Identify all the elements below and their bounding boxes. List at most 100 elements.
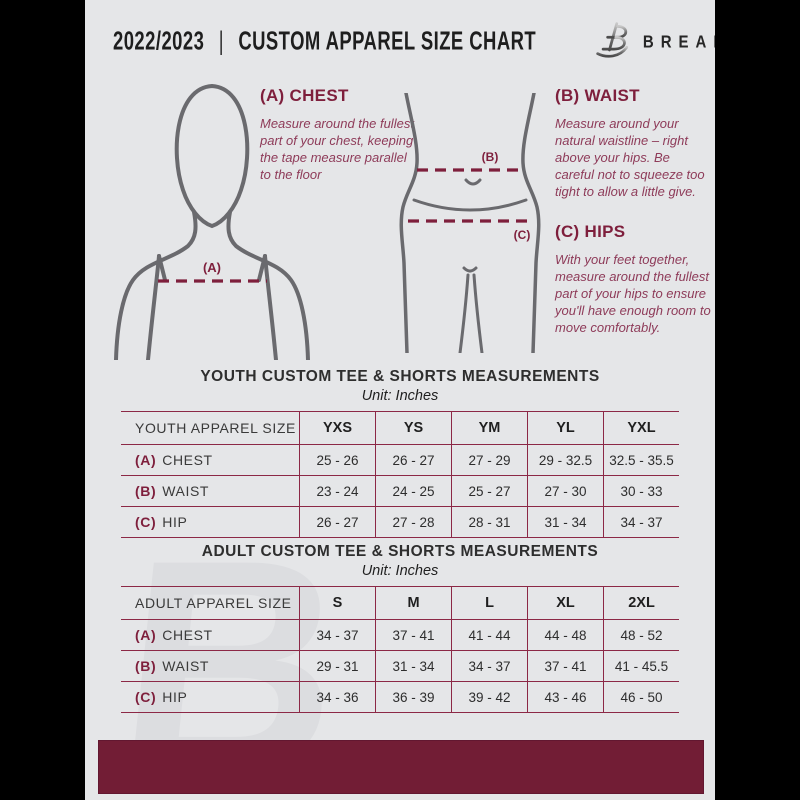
youth-size-header-label: YOUTH APPAREL SIZE xyxy=(135,420,296,436)
table-cell: 31 - 34 xyxy=(375,651,451,681)
table-cell: 34 - 37 xyxy=(603,507,679,537)
youth-size-table: YOUTH APPAREL SIZE YXS YS YM YL YXL (A) … xyxy=(121,411,679,538)
waist-guide-block: (B) WAIST Measure around your natural wa… xyxy=(555,86,707,200)
table-cell: 34 - 36 xyxy=(299,682,375,712)
table-cell: 46 - 50 xyxy=(603,682,679,712)
row-marker: (A) xyxy=(135,627,157,643)
hips-heading: (C) HIPS xyxy=(555,222,626,241)
row-label: (C) HIP xyxy=(121,682,299,712)
table-cell: 41 - 45.5 xyxy=(603,651,679,681)
adult-size-table: ADULT APPAREL SIZE S M L XL 2XL (A) CHES… xyxy=(121,586,679,713)
size-column-header: S xyxy=(299,587,375,619)
adult-table-unit: Unit: Inches xyxy=(361,563,439,579)
chest-heading: (A) CHEST xyxy=(260,86,349,105)
row-marker: (B) xyxy=(135,658,157,674)
youth-table-unit: Unit: Inches xyxy=(361,388,439,404)
size-column-header: L xyxy=(451,587,527,619)
row-marker: (C) xyxy=(135,689,157,705)
table-row: (A) CHEST 34 - 37 37 - 41 41 - 44 44 - 4… xyxy=(121,619,679,650)
hips-line-marker: (C) xyxy=(514,228,531,242)
youth-section: YOUTH CUSTOM TEE & SHORTS MEASUREMENTS U… xyxy=(85,368,715,538)
table-cell: 36 - 39 xyxy=(375,682,451,712)
row-label-text: CHEST xyxy=(162,452,213,468)
size-chart-document: B 2022/2023 | CUSTOM APPAREL SIZE CHART xyxy=(85,0,715,800)
adult-table-title: ADULT CUSTOM TEE & SHORTS MEASUREMENTS xyxy=(201,543,599,560)
adult-section: ADULT CUSTOM TEE & SHORTS MEASUREMENTS U… xyxy=(85,543,715,713)
table-cell: 26 - 27 xyxy=(299,507,375,537)
row-marker: (B) xyxy=(135,483,157,499)
table-cell: 30 - 33 xyxy=(603,476,679,506)
row-marker: (A) xyxy=(135,452,157,468)
measurement-guide: (A) (A) CHEST Measure around the fullest… xyxy=(85,80,715,370)
waist-hips-illustration: (B) (C) xyxy=(390,91,550,358)
row-label: (A) CHEST xyxy=(121,445,299,475)
table-cell: 34 - 37 xyxy=(451,651,527,681)
size-column-header: YM xyxy=(451,412,527,444)
brand-name: BREAKAWAY xyxy=(642,32,715,52)
size-column-header: YS xyxy=(375,412,451,444)
row-label-text: HIP xyxy=(162,514,188,530)
size-column-header: YXL xyxy=(603,412,679,444)
row-label-text: HIP xyxy=(162,689,188,705)
table-cell: 27 - 29 xyxy=(451,445,527,475)
hips-description: With your feet together, measure around … xyxy=(555,252,711,335)
table-cell: 27 - 30 xyxy=(527,476,603,506)
table-cell: 29 - 32.5 xyxy=(527,445,603,475)
table-row: (C) HIP 34 - 36 36 - 39 39 - 42 43 - 46 … xyxy=(121,681,679,712)
table-cell: 41 - 44 xyxy=(451,620,527,650)
page-title: CUSTOM APPAREL SIZE CHART xyxy=(238,27,537,56)
table-cell: 23 - 24 xyxy=(299,476,375,506)
table-cell: 37 - 41 xyxy=(527,651,603,681)
table-cell: 29 - 31 xyxy=(299,651,375,681)
chest-guide-block: (A) CHEST Measure around the fullest par… xyxy=(260,86,418,184)
waist-line-marker: (B) xyxy=(482,150,499,164)
table-cell: 43 - 46 xyxy=(527,682,603,712)
table-cell: 25 - 26 xyxy=(299,445,375,475)
size-column-header: 2XL xyxy=(603,587,679,619)
waist-description: Measure around your natural waistline – … xyxy=(555,116,705,199)
chest-line-marker: (A) xyxy=(203,260,221,275)
chest-description: Measure around the fullest part of your … xyxy=(260,116,414,182)
brand-lockup: BREAKAWAY xyxy=(594,19,715,66)
breakaway-b-monogram-icon xyxy=(594,19,634,66)
title-divider: | xyxy=(218,27,224,56)
row-label-text: CHEST xyxy=(162,627,213,643)
table-cell: 48 - 52 xyxy=(603,620,679,650)
table-row: (C) HIP 26 - 27 27 - 28 28 - 31 31 - 34 … xyxy=(121,506,679,537)
row-label: (B) WAIST xyxy=(121,476,299,506)
table-cell: 31 - 34 xyxy=(527,507,603,537)
size-column-header: YL xyxy=(527,412,603,444)
table-cell: 37 - 41 xyxy=(375,620,451,650)
row-label-text: WAIST xyxy=(162,658,210,674)
document-title: 2022/2023 | CUSTOM APPAREL SIZE CHART xyxy=(113,27,536,56)
season-label: 2022/2023 xyxy=(113,27,205,56)
torso-chest-illustration: (A) xyxy=(110,80,315,365)
adult-size-header-label: ADULT APPAREL SIZE xyxy=(135,595,292,611)
row-label: (B) WAIST xyxy=(121,651,299,681)
table-row: (B) WAIST 29 - 31 31 - 34 34 - 37 37 - 4… xyxy=(121,650,679,681)
table-cell: 26 - 27 xyxy=(375,445,451,475)
table-cell: 27 - 28 xyxy=(375,507,451,537)
table-row: (A) CHEST 25 - 26 26 - 27 27 - 29 29 - 3… xyxy=(121,444,679,475)
table-cell: 34 - 37 xyxy=(299,620,375,650)
table-header-row: ADULT APPAREL SIZE S M L XL 2XL xyxy=(121,586,679,619)
table-row: (B) WAIST 23 - 24 24 - 25 25 - 27 27 - 3… xyxy=(121,475,679,506)
document-header: 2022/2023 | CUSTOM APPAREL SIZE CHART xyxy=(113,20,715,64)
row-marker: (C) xyxy=(135,514,157,530)
size-column-header: M xyxy=(375,587,451,619)
row-label: (A) CHEST xyxy=(121,620,299,650)
table-cell: 25 - 27 xyxy=(451,476,527,506)
size-column-header: YXS xyxy=(299,412,375,444)
size-column-header: XL xyxy=(527,587,603,619)
table-cell: 24 - 25 xyxy=(375,476,451,506)
youth-table-title: YOUTH CUSTOM TEE & SHORTS MEASUREMENTS xyxy=(200,368,600,385)
table-header-row: YOUTH APPAREL SIZE YXS YS YM YL YXL xyxy=(121,411,679,444)
table-cell: 32.5 - 35.5 xyxy=(603,445,679,475)
table-cell: 28 - 31 xyxy=(451,507,527,537)
footer-accent-bar xyxy=(98,740,704,794)
hips-guide-block: (C) HIPS With your feet together, measur… xyxy=(555,222,713,336)
row-label: (C) HIP xyxy=(121,507,299,537)
table-cell: 39 - 42 xyxy=(451,682,527,712)
table-cell: 44 - 48 xyxy=(527,620,603,650)
waist-heading: (B) WAIST xyxy=(555,86,640,105)
